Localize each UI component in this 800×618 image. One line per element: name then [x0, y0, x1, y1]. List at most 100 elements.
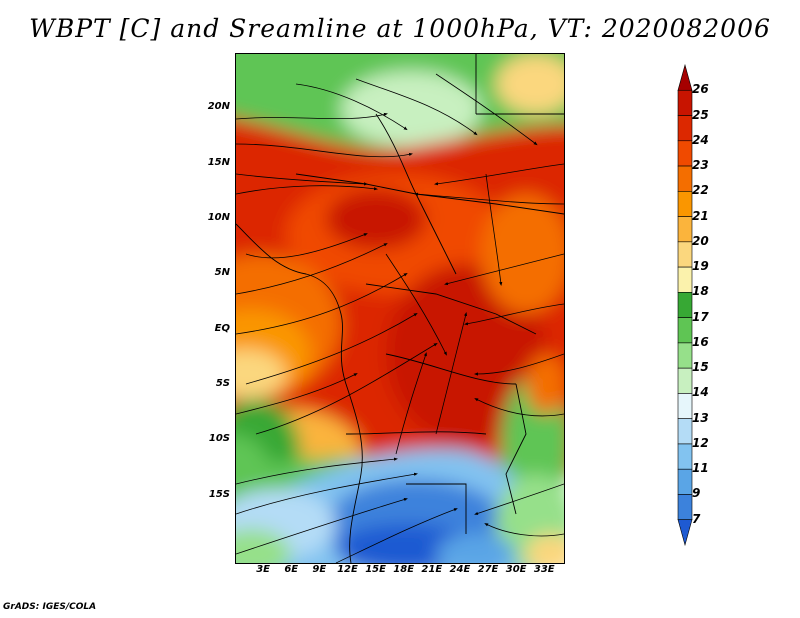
streamline	[295, 83, 408, 131]
colorbar-label: 24	[692, 132, 709, 147]
streamlines	[236, 73, 564, 563]
lat-tick-label: 15N	[207, 156, 230, 168]
colorbar-segment	[677, 317, 693, 344]
streamline	[434, 163, 564, 186]
country-borders	[236, 54, 564, 563]
colorbar-segment	[677, 140, 693, 167]
lon-tick-label: 9E	[312, 564, 327, 575]
lat-tick-label: 10S	[208, 433, 230, 445]
colorbar	[677, 63, 693, 547]
lon-tick-label: 18E	[393, 564, 415, 575]
colorbar-segment	[677, 367, 693, 394]
colorbar-label: 25	[692, 107, 709, 122]
lon-tick-label: 3E	[256, 564, 270, 575]
streamline	[236, 185, 378, 195]
colorbar-segment	[677, 468, 693, 495]
colorbar-label: 20	[692, 233, 709, 248]
temperature-shading	[236, 54, 564, 563]
colorbar-segment	[677, 494, 693, 521]
streamline	[484, 523, 564, 537]
lon-tick-label: 21E	[421, 564, 443, 575]
colorbar-segment	[677, 241, 693, 268]
streamline	[335, 508, 458, 563]
lon-tick-label: 24E	[449, 564, 471, 575]
streamline	[236, 112, 388, 120]
colorbar-label: 19	[692, 259, 709, 274]
lon-tick-label: 6E	[284, 564, 299, 575]
colorbar-label: 21	[692, 208, 709, 223]
streamline	[236, 373, 358, 415]
wbpt-field-map	[236, 54, 564, 563]
border	[365, 283, 537, 335]
streamline	[236, 498, 408, 555]
streamline	[236, 143, 413, 158]
streamline	[236, 173, 368, 186]
colorbar-segment	[677, 165, 693, 192]
colorbar-segment	[677, 443, 693, 470]
lake-border	[505, 383, 527, 515]
lat-tick-label: EQ	[214, 322, 230, 334]
streamline	[255, 342, 438, 435]
streamline	[236, 472, 418, 515]
streamline	[245, 312, 418, 385]
lat-tick-label: 10N	[207, 211, 230, 223]
colorbar-bottom-arrow	[677, 519, 693, 547]
lat-tick-label: 20N	[207, 101, 230, 113]
colorbar-segment	[677, 292, 693, 318]
colorbar-label: 18	[692, 284, 709, 299]
colorbar-label: 23	[692, 158, 709, 173]
streamline	[355, 78, 478, 136]
streamline	[236, 457, 398, 485]
colorbar-label: 13	[692, 410, 709, 425]
lon-tick-label: 27E	[477, 564, 499, 575]
colorbar-label: 9	[692, 486, 701, 501]
streamline	[236, 272, 408, 335]
lat-tick-label: 5N	[214, 267, 230, 279]
colorbar-label: 16	[692, 334, 709, 349]
colorbar-label: 14	[692, 385, 709, 400]
colorbar-label: 7	[692, 511, 701, 526]
border	[406, 483, 467, 534]
colorbar-segment	[677, 115, 693, 142]
colorbar-segment	[677, 342, 693, 369]
streamline	[485, 173, 503, 286]
colorbar-top-arrow	[677, 63, 693, 91]
streamline	[464, 303, 564, 326]
colorbar-label: 12	[692, 435, 709, 450]
border	[385, 353, 517, 385]
colorbar-segment	[677, 393, 693, 419]
grads-credit: GrADS: IGES/COLA	[3, 602, 97, 612]
streamline	[385, 253, 447, 356]
lat-tick-label: 15S	[208, 488, 230, 500]
colorbar-segment	[677, 191, 693, 217]
colorbar-segment	[677, 418, 693, 445]
colorbar-label: 15	[692, 360, 709, 375]
colorbar-label: 22	[692, 183, 709, 198]
latitude-axis: 20N 15N 10N 5N EQ 5S 10S 15S	[180, 0, 230, 618]
streamline	[444, 253, 564, 286]
chart-title: WBPT [C] and Sreamline at 1000hPa, VT: 2…	[29, 14, 771, 43]
colorbar-segment	[677, 266, 693, 293]
streamline	[474, 353, 564, 376]
map-panel	[235, 53, 565, 564]
streamline	[474, 398, 564, 417]
lon-tick-label: 15E	[365, 564, 386, 575]
border	[345, 431, 487, 435]
lon-tick-label: 33E	[533, 564, 555, 575]
streamline	[236, 243, 388, 295]
colorbar-segment	[677, 216, 693, 243]
lon-tick-label: 12E	[337, 564, 358, 575]
streamline	[435, 73, 538, 146]
lon-tick-label: 30E	[505, 564, 527, 575]
streamline	[474, 483, 564, 515]
streamline	[414, 192, 564, 205]
lat-tick-label: 5S	[215, 377, 230, 389]
longitude-axis: 3E 6E 9E 12E 15E 18E 21E 24E 27E 30E 33E	[0, 564, 800, 580]
colorbar-segment	[677, 89, 693, 116]
colorbar-label: 26	[692, 82, 709, 97]
streamline	[245, 233, 368, 259]
colorbar-label: 11	[692, 461, 709, 476]
border	[475, 54, 564, 115]
coastline	[236, 223, 363, 563]
streamline	[435, 312, 468, 435]
